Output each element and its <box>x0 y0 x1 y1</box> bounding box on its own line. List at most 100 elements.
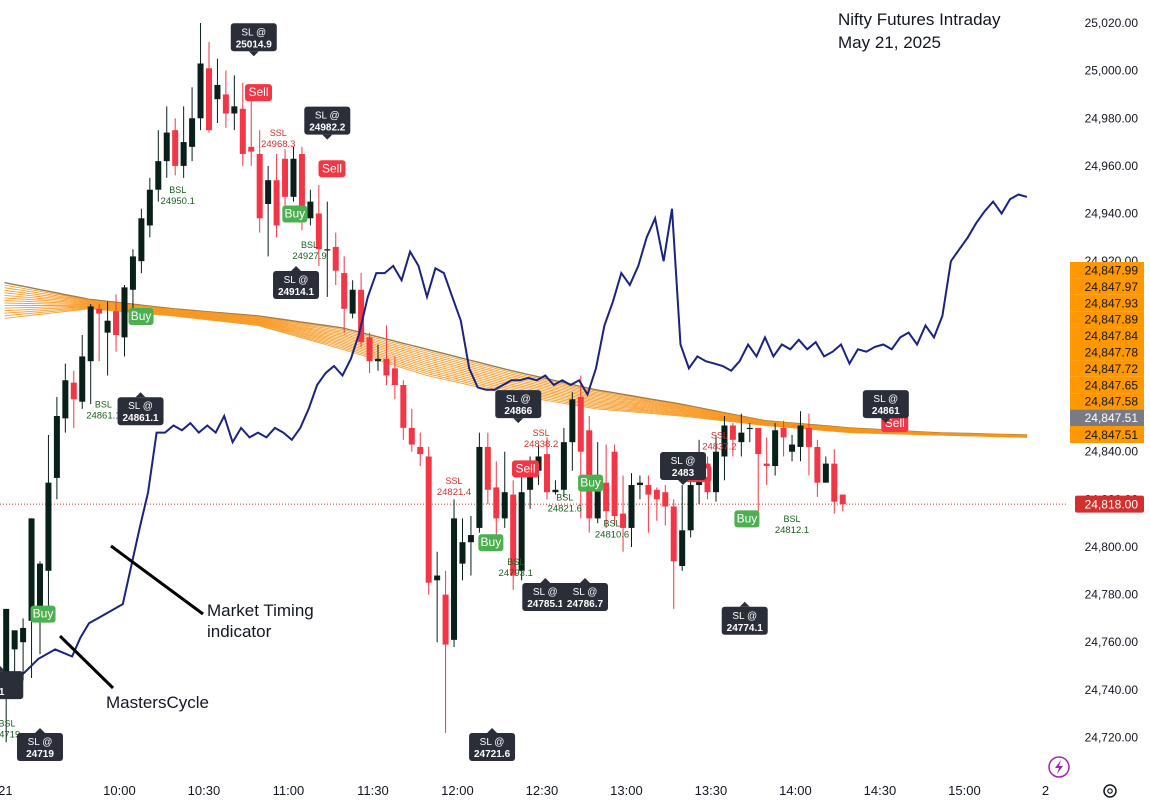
candle-body <box>442 594 449 645</box>
ribbon-price-badge <box>1070 360 1144 377</box>
candle-body <box>729 425 736 440</box>
time-axis-tick: 10:30 <box>188 783 221 798</box>
candle <box>315 184 322 266</box>
ribbon-price-badge <box>1070 426 1144 443</box>
stop-loss-value: 24785.1 <box>527 599 564 610</box>
candle <box>738 413 745 457</box>
stop-loss-box-pointer <box>248 51 259 57</box>
candle <box>349 280 356 319</box>
candle <box>239 82 246 166</box>
price-axis[interactable]: 24,720.00 24,740.00 24,760.00 24,780.00 24,8… <box>1070 16 1144 745</box>
candle <box>332 232 339 285</box>
last-price-badge <box>1075 495 1144 513</box>
ribbon-price-value: 24,847.93 <box>1085 296 1139 310</box>
stop-loss-box-bg <box>117 397 164 426</box>
candle <box>358 273 365 347</box>
stop-loss-value: 24719 <box>26 749 54 760</box>
stop-loss-value: 24721.6 <box>474 749 511 760</box>
ribbon-price-badge <box>1070 262 1144 279</box>
chart-title-text: Nifty Futures Intraday <box>838 10 1001 29</box>
stop-loss-box: SL @24786.7 <box>562 577 609 611</box>
time-axis[interactable]: 21 10:00 10:30 11:00 11:30 12:00 12:30 13:00 13:… <box>0 783 1049 798</box>
candle-body <box>679 530 686 567</box>
candle-body <box>552 489 559 493</box>
stop-loss-box-pointer <box>580 577 591 583</box>
candle <box>391 356 398 400</box>
candle-body <box>653 489 660 500</box>
candle-body <box>298 153 305 219</box>
ribbon-price-value: 24,847.72 <box>1085 362 1139 376</box>
time-axis-tick: 13:30 <box>695 783 728 798</box>
stop-loss-box: SL @24774.1 <box>721 601 768 635</box>
candle <box>307 189 314 226</box>
stop-loss-box: SL @2483 <box>660 451 707 485</box>
buy-signal-text: Buy <box>284 207 305 221</box>
buy-signal-text: Buy <box>33 607 54 621</box>
stop-loss-box: SL @24861.1 <box>117 392 164 426</box>
candle-body <box>467 535 474 543</box>
candle-body <box>11 630 18 650</box>
candle-body <box>484 446 491 490</box>
market-timing-pointer <box>110 544 204 616</box>
candle <box>451 499 458 647</box>
candle-body <box>400 385 407 428</box>
candle-body <box>180 142 187 166</box>
stop-loss-label: SL @ <box>284 275 309 286</box>
candle-body <box>374 358 381 362</box>
ribbon-price-value: 24,847.51 <box>1085 411 1139 425</box>
candle-body <box>493 487 500 519</box>
candle-body <box>527 473 534 490</box>
candle <box>552 480 559 495</box>
price-axis-tick: 24,980.00 <box>1085 111 1139 125</box>
bolt-icon <box>1048 756 1070 778</box>
stop-loss-box: SL @24719 <box>16 728 63 762</box>
candle <box>374 344 381 371</box>
candle-body <box>543 454 550 493</box>
candle-body <box>231 106 238 114</box>
candle-body <box>20 627 27 643</box>
buy-signal-badge <box>128 307 154 325</box>
price-axis-tick: 24,720.00 <box>1085 731 1139 745</box>
stop-loss-box-pointer <box>135 392 146 398</box>
time-axis-tick: 13:00 <box>610 783 643 798</box>
candle-body <box>805 427 812 447</box>
candle-body <box>569 399 576 443</box>
stop-loss-box: SL @24785.1 <box>522 577 569 611</box>
candle-body <box>603 482 610 512</box>
bsl-label: BSL <box>507 557 524 567</box>
ribbon-price-badge <box>1070 294 1144 312</box>
price-axis-tick: 24,940.00 <box>1085 207 1139 221</box>
stop-loss-label: SL @ <box>671 456 696 467</box>
stop-loss-box-bg <box>273 270 320 299</box>
ribbon-price-value: 24,847.65 <box>1085 378 1139 392</box>
candle-body <box>628 485 635 528</box>
candle <box>603 444 610 528</box>
candle-body <box>518 492 525 571</box>
candle <box>839 494 846 512</box>
bsl-value: 24861.1 <box>86 411 120 422</box>
candle <box>493 461 500 536</box>
stop-loss-box-pointer <box>739 601 750 607</box>
ribbon-price-value: 24,847.84 <box>1085 329 1139 343</box>
ribbon-price-value: 24,847.58 <box>1085 395 1139 409</box>
candle <box>586 415 593 533</box>
candle <box>518 475 525 581</box>
price-axis-tick: 24,760.00 <box>1085 635 1139 649</box>
candle-body <box>222 94 229 114</box>
candle-body <box>121 287 128 338</box>
candle-body <box>408 427 415 445</box>
stop-loss-box-pointer <box>487 728 498 734</box>
stop-loss-box-bg <box>721 606 768 635</box>
candle <box>341 256 348 333</box>
stop-loss-box-pointer <box>291 265 302 271</box>
last-price-value: 24,818.00 <box>1085 498 1139 512</box>
candle <box>670 499 677 609</box>
stop-loss-box: SL @25014.9 <box>230 23 277 57</box>
bsl-value: 24927.9 <box>292 251 326 262</box>
candle-body <box>391 368 398 386</box>
candle-body <box>687 485 694 531</box>
candle-body <box>839 494 846 505</box>
candle <box>645 475 652 533</box>
time-axis-tick: 14:00 <box>779 783 812 798</box>
